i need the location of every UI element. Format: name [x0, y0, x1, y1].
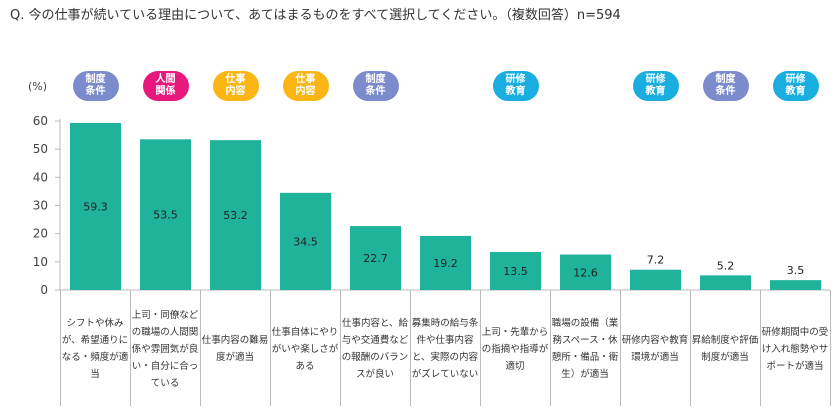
category-tag-label: 制度条件: [365, 74, 386, 97]
question-title: Q. 今の仕事が続いている理由について、あてはまるものをすべて選択してください。…: [10, 8, 621, 23]
bar: [770, 280, 821, 290]
category-tag-badge: 人間関係: [142, 71, 189, 101]
category-label: 昇給制度や評価制度が適当: [691, 335, 759, 363]
category-tag-label: 仕事内容: [225, 74, 246, 97]
y-tick-label: 50: [33, 142, 48, 156]
column-separator: [620, 290, 621, 406]
category-tag-label: 制度条件: [715, 74, 736, 97]
data-label: 7.2: [647, 254, 665, 267]
category-tag-badge: 研修教育: [632, 71, 679, 101]
category-tag-label: 人間関係: [155, 74, 176, 97]
bar: [700, 275, 751, 290]
bar: [350, 226, 401, 290]
data-label: 53.2: [223, 209, 248, 222]
column-separator: [410, 290, 411, 406]
data-label: 34.5: [293, 235, 318, 248]
y-axis-unit: (%): [28, 80, 48, 93]
category-tag-badge: 制度条件: [352, 71, 399, 101]
column-separator: [130, 290, 131, 406]
data-label: 22.7: [363, 252, 388, 265]
data-label: 59.3: [83, 200, 108, 213]
y-tick-label: 20: [33, 227, 48, 241]
data-label: 13.5: [503, 265, 528, 278]
y-tick-label: 10: [33, 255, 48, 269]
category-tag-badge: 仕事内容: [212, 71, 259, 101]
category-label: 職場の設備（業務スペース・休憩所・備品・衛生）が適当: [551, 318, 619, 380]
column-separator: [550, 290, 551, 406]
data-label: 12.6: [573, 266, 598, 279]
bar: [70, 122, 121, 290]
category-label: 仕事内容の難易度が適当: [201, 335, 269, 363]
column-separator: [60, 290, 61, 406]
column-separator: [200, 290, 201, 406]
bar: [490, 251, 541, 290]
bar: [280, 192, 331, 290]
bar: [210, 140, 261, 290]
category-label: 仕事内容と、給与や交通費などの報酬のバランスが良い: [341, 318, 409, 380]
bar: [140, 139, 191, 290]
bar: [420, 235, 471, 290]
column-separator: [270, 290, 271, 406]
data-label: 19.2: [433, 257, 458, 270]
category-label: 研修内容や教育環境が適当: [621, 335, 689, 363]
category-tag-badge: 研修教育: [772, 71, 819, 101]
bar: [630, 269, 681, 290]
column-separator: [760, 290, 761, 406]
category-label: 上司・先輩からの指摘や指導が適切: [481, 326, 549, 372]
category-tag-badge: 仕事内容: [282, 71, 329, 101]
category-tag-label: 研修教育: [785, 74, 806, 97]
category-tag-label: 仕事内容: [295, 74, 316, 97]
category-tag-label: 研修教育: [645, 74, 666, 97]
category-tag-label: 制度条件: [85, 74, 106, 97]
bar: [560, 254, 611, 290]
data-label: 3.5: [787, 264, 805, 277]
column-separator: [690, 290, 691, 406]
category-tag-label: 研修教育: [505, 74, 526, 97]
data-label: 5.2: [717, 259, 735, 272]
column-separator: [830, 290, 831, 406]
category-label: 研修期間中の受け入れ態勢やサポートが適当: [761, 326, 829, 372]
category-tag-badge: 研修教育: [492, 71, 539, 101]
column-separator: [340, 290, 341, 406]
data-label: 53.5: [153, 209, 178, 222]
y-tick-label: 0: [40, 283, 48, 297]
category-label: 上司・同僚などの職場の人間関係や雰囲気が良い・自分に合っている: [131, 309, 199, 389]
category-tag-badge: 制度条件: [702, 71, 749, 101]
category-tag-badge: 制度条件: [72, 71, 119, 101]
column-separator: [480, 290, 481, 406]
y-tick-label: 60: [33, 114, 48, 128]
y-tick-label: 30: [33, 199, 48, 213]
y-tick-label: 40: [33, 170, 48, 184]
category-label: 仕事自体にやりがいや楽しさがある: [271, 326, 339, 372]
category-label: シフトや休みが、希望通りになる・頻度が適当: [61, 318, 129, 380]
category-label: 募集時の給与条件や仕事内容と、実際の内容がズレていない: [411, 318, 479, 380]
